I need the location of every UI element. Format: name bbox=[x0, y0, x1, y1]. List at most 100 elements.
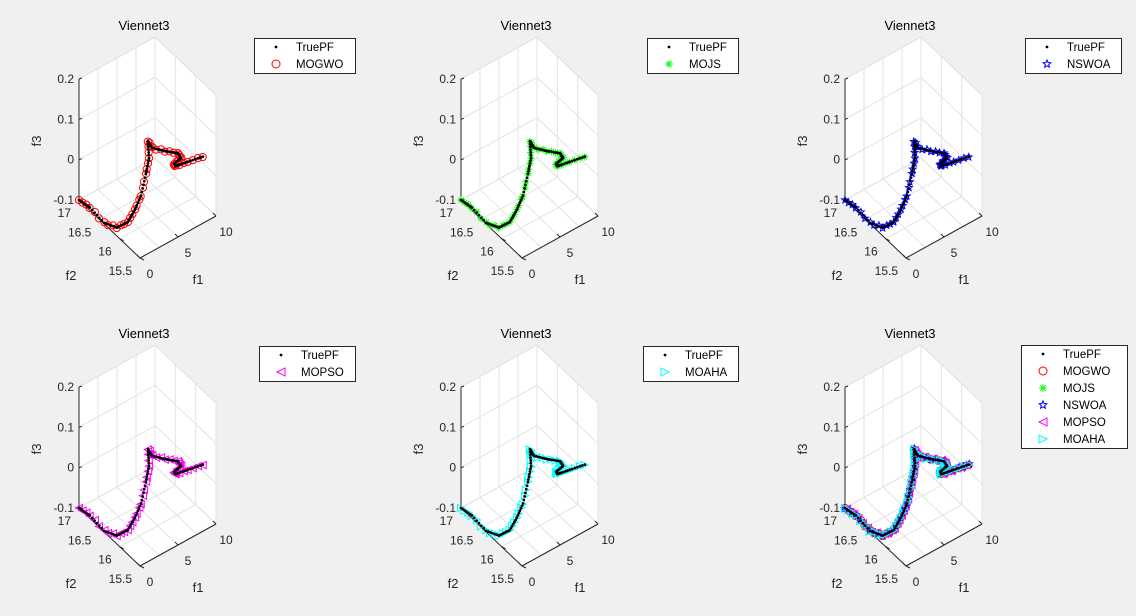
marker-point bbox=[547, 458, 551, 461]
f1-axis-label: f1 bbox=[193, 272, 204, 287]
marker-point bbox=[528, 470, 532, 473]
f2-tick bbox=[119, 546, 124, 550]
f2-tick-label: 16.5 bbox=[834, 533, 858, 547]
marker-point bbox=[920, 455, 924, 459]
f3-tick-label: 0 bbox=[449, 153, 456, 167]
gridline bbox=[920, 384, 983, 444]
marker-point bbox=[895, 214, 899, 218]
marker-point bbox=[140, 498, 144, 502]
marker-point bbox=[545, 149, 549, 153]
marker-point bbox=[529, 151, 533, 154]
marker-point bbox=[967, 463, 971, 467]
legend-label: MOJS bbox=[689, 59, 721, 71]
marker-triangle-right bbox=[851, 510, 861, 520]
marker-point bbox=[925, 456, 929, 460]
marker-point bbox=[913, 456, 916, 460]
f3-tick bbox=[78, 466, 83, 469]
marker-point bbox=[511, 522, 515, 526]
subplot-6: -0.1 0 0.1 0.2 15.5 16 16.5 17 0 5 10 f1 f2 f3 Viennet… bbox=[795, 326, 1128, 595]
subplot-2: -0.1 0 0.1 0.2 15.5 16 16.5 17 0 5 10 f1 f2 f3 Viennet… bbox=[411, 18, 739, 287]
marker-point bbox=[913, 467, 916, 471]
f3-tick bbox=[460, 425, 465, 428]
marker-point bbox=[877, 532, 881, 536]
marker-triangle-right bbox=[575, 461, 585, 471]
marker-point bbox=[142, 179, 146, 183]
f1-tick-label: 0 bbox=[529, 575, 536, 589]
marker-point bbox=[174, 459, 178, 463]
marker-point bbox=[902, 201, 906, 205]
f1-tick-label: 10 bbox=[985, 225, 999, 239]
marker-point bbox=[509, 218, 513, 222]
marker-point bbox=[524, 487, 528, 491]
gridline bbox=[882, 178, 945, 238]
f3-tick bbox=[460, 158, 465, 161]
f1-tick-label: 5 bbox=[567, 246, 574, 260]
marker-point bbox=[962, 156, 966, 160]
marker-point bbox=[135, 511, 139, 515]
marker-point bbox=[493, 224, 497, 228]
marker-point bbox=[933, 458, 937, 462]
truepf-markers bbox=[459, 139, 587, 229]
gridline bbox=[479, 497, 542, 556]
marker-point bbox=[903, 198, 907, 202]
marker-point bbox=[911, 475, 915, 479]
legend: TruePF NSWOA bbox=[1025, 38, 1122, 74]
marker-point bbox=[126, 220, 130, 224]
gridline bbox=[498, 486, 561, 546]
f2-tick-label: 16 bbox=[480, 553, 494, 567]
f2-axis-line bbox=[78, 199, 141, 259]
f1-tick bbox=[594, 212, 599, 217]
gridline bbox=[119, 504, 196, 548]
marker-point bbox=[912, 472, 915, 476]
marker-point bbox=[143, 176, 147, 180]
f3-tick bbox=[460, 385, 465, 388]
marker-point bbox=[484, 221, 488, 225]
marker-point bbox=[514, 210, 518, 214]
marker-circle bbox=[130, 205, 140, 214]
marker-point bbox=[906, 498, 910, 502]
marker-point bbox=[109, 531, 112, 535]
subplot-title: Viennet3 bbox=[884, 326, 935, 341]
marker-point bbox=[916, 146, 920, 150]
gridline bbox=[536, 76, 599, 136]
marker-point bbox=[138, 196, 142, 200]
marker-point bbox=[906, 190, 910, 194]
marker-point bbox=[486, 222, 490, 226]
marker-point bbox=[146, 145, 150, 149]
f2-axis-label: f2 bbox=[448, 576, 459, 591]
truepf-markers bbox=[843, 139, 971, 229]
gridline bbox=[479, 189, 542, 248]
marker-point bbox=[154, 147, 158, 151]
marker-pentagram bbox=[903, 491, 914, 501]
marker-point bbox=[113, 533, 117, 537]
marker-asterisk bbox=[665, 60, 673, 68]
marker-point bbox=[927, 149, 931, 152]
marker-point bbox=[152, 146, 156, 150]
marker-point bbox=[138, 504, 142, 508]
marker-point bbox=[134, 514, 138, 517]
marker-point bbox=[912, 164, 915, 168]
marker-point bbox=[952, 160, 956, 164]
marker-point bbox=[88, 514, 92, 517]
f1-tick bbox=[556, 541, 561, 546]
marker-point bbox=[475, 519, 478, 522]
marker-pentagram bbox=[909, 158, 919, 168]
f2-tick bbox=[139, 565, 145, 569]
marker-point bbox=[962, 464, 966, 468]
marker-point bbox=[472, 516, 476, 520]
marker-point bbox=[140, 190, 144, 194]
f1-tick bbox=[556, 233, 561, 238]
marker-pentagram bbox=[1042, 58, 1052, 69]
back-pane-f1 bbox=[537, 345, 598, 524]
marker-point bbox=[856, 516, 860, 520]
marker-point bbox=[170, 150, 173, 154]
marker-point bbox=[872, 223, 876, 226]
marker-point bbox=[131, 212, 134, 216]
gridline bbox=[920, 465, 983, 525]
gridline bbox=[844, 384, 922, 428]
marker-point bbox=[529, 159, 532, 163]
marker-point bbox=[529, 456, 532, 460]
marker-point bbox=[549, 150, 553, 154]
marker-point bbox=[910, 170, 914, 173]
